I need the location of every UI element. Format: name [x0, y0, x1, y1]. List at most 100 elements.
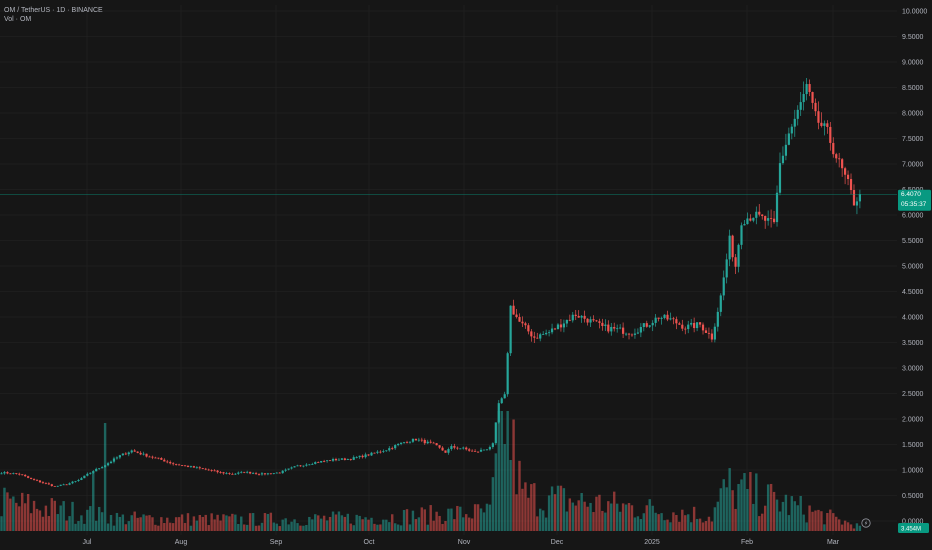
candle-body [30, 477, 33, 479]
candle-body [376, 451, 379, 453]
candle-body [616, 328, 619, 330]
volume-bar [142, 514, 145, 531]
volume-bar [74, 523, 77, 531]
volume-bar [826, 512, 829, 531]
volume-bar [95, 520, 98, 531]
volume-bar [604, 512, 607, 531]
candle-body [468, 449, 471, 451]
candle-body [201, 468, 204, 470]
lightning-icon[interactable] [861, 518, 871, 528]
candle-body [186, 465, 190, 467]
volume-bar [627, 503, 631, 531]
last-volume-tag: 3.454M [898, 523, 929, 533]
volume-bar [539, 508, 542, 531]
volume-bar [681, 509, 684, 531]
volume-bar [299, 525, 302, 531]
volume-bar [317, 515, 320, 531]
volume-bar [775, 499, 779, 531]
volume-bar [385, 519, 388, 531]
candle-body [121, 453, 124, 456]
candle-body [752, 217, 755, 221]
volume-bar [322, 515, 326, 531]
candle-body [509, 305, 512, 354]
volume-legend[interactable]: Vol · OM [4, 16, 32, 23]
candle-body [213, 470, 216, 472]
candle-body [278, 472, 281, 474]
symbol-title[interactable]: OM / TetherUS · 1D · BINANCE [4, 7, 103, 14]
time-axis[interactable]: Jul Aug Sep Oct Nov Dec 2025 Feb Mar [83, 539, 840, 546]
volume-bar [269, 512, 273, 531]
candle-body [172, 463, 175, 465]
price-axis[interactable]: 10.0000 9.5000 9.0000 8.5000 8.0000 7.5000 7.0… [902, 8, 927, 525]
time-axis-label: Mar [827, 539, 840, 546]
volume-bar [618, 511, 622, 531]
candle-body [832, 142, 835, 155]
volume-bar [515, 494, 518, 531]
volume-bar [645, 505, 648, 531]
candle-body [142, 453, 145, 455]
volume-bar [100, 512, 104, 531]
volume-bar [731, 490, 734, 531]
volume-bar [26, 494, 30, 531]
candle-body [518, 317, 521, 322]
candle-body [707, 332, 711, 334]
candle-body [527, 325, 530, 332]
volume-bar [290, 521, 293, 531]
candle-body [568, 319, 571, 321]
price-axis-label: 1.0000 [902, 467, 924, 474]
volume-bar [89, 506, 92, 531]
candle-body [27, 476, 30, 478]
volume-bar [796, 505, 799, 531]
candle-body [476, 451, 480, 453]
volume-bar [272, 522, 276, 531]
candle-body [266, 473, 269, 475]
volume-bar [192, 516, 196, 531]
volume-bar [695, 518, 699, 531]
volume-bar [752, 503, 755, 531]
candle-body [465, 447, 468, 450]
volume-bar [689, 522, 693, 531]
price-axis-label: 2.0000 [902, 416, 924, 423]
volume-bar [438, 515, 441, 531]
volume-bar [675, 515, 678, 531]
volume-bar [346, 513, 350, 531]
candle-body [740, 225, 743, 245]
candle-body [157, 457, 160, 459]
volume-bar [38, 510, 42, 531]
volume-bar [231, 513, 234, 531]
candle-body [500, 398, 503, 404]
volume-bar [305, 525, 308, 531]
volume-bar [177, 517, 181, 531]
last-price-value: 6.4070 [901, 191, 921, 198]
candle-body [491, 443, 494, 448]
volume-bar [666, 519, 669, 531]
candle-body [432, 442, 435, 444]
time-axis-label: Aug [175, 539, 188, 546]
volume-bar [198, 515, 202, 531]
volume-bar [657, 514, 660, 531]
volume-bar [772, 491, 776, 531]
volume-bar [80, 515, 83, 531]
volume-bar [651, 505, 654, 531]
volume-bar [769, 483, 773, 531]
volume-bar [171, 523, 175, 531]
volume-bar [684, 515, 687, 531]
candle-body [648, 325, 651, 327]
candle-body [104, 465, 107, 468]
volume-bar [92, 471, 95, 531]
volume-bar [737, 484, 740, 531]
candle-body [299, 465, 302, 467]
volume-bar [287, 524, 290, 531]
volume-bar [849, 524, 853, 531]
volume-bar [245, 524, 249, 531]
volume-bar [136, 517, 139, 531]
candle-body [805, 84, 808, 95]
volume-bar [210, 513, 213, 531]
candle-body [749, 218, 752, 221]
candle-body [145, 453, 148, 457]
candle-body [533, 336, 536, 338]
volume-bar [704, 521, 708, 531]
volume-bar [391, 514, 394, 531]
volume-bar [601, 510, 604, 531]
